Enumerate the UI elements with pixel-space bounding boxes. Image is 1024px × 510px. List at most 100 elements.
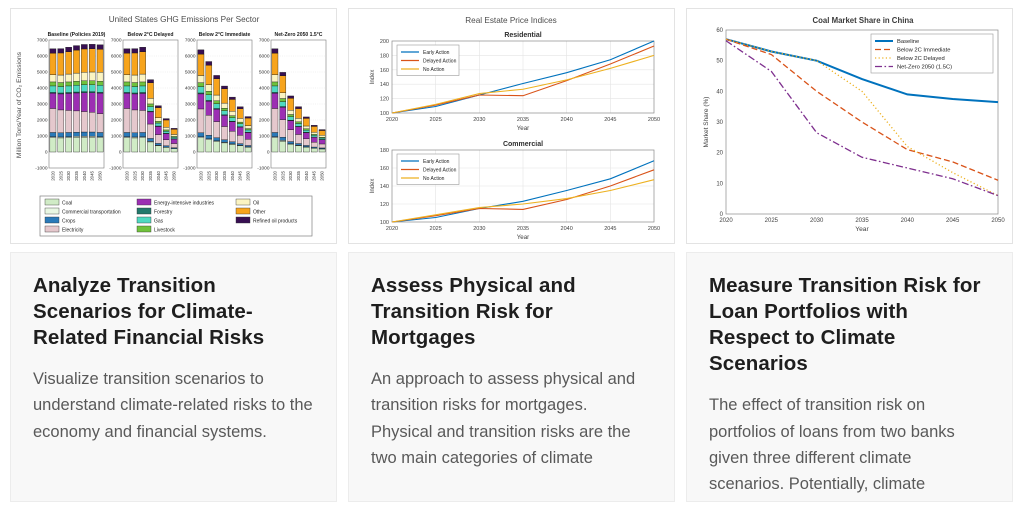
svg-text:Gas: Gas (154, 218, 164, 224)
card-description: An approach to assess physical and trans… (371, 366, 652, 472)
svg-text:Delayed Action: Delayed Action (423, 58, 457, 64)
svg-text:United States GHG Emissions Pe: United States GHG Emissions Per Sector (109, 15, 260, 24)
svg-text:160: 160 (380, 166, 389, 172)
card-text-panel: Analyze Transition Scenarios for Climate… (10, 252, 337, 502)
svg-text:6000: 6000 (111, 54, 122, 60)
svg-text:2020: 2020 (386, 226, 398, 232)
svg-text:2050: 2050 (648, 117, 660, 123)
svg-text:No Action: No Action (423, 176, 445, 182)
svg-text:2030: 2030 (214, 170, 219, 180)
svg-text:Year: Year (855, 226, 869, 233)
svg-text:200: 200 (380, 39, 389, 45)
svg-text:120: 120 (380, 97, 389, 103)
svg-text:-1000: -1000 (183, 166, 196, 172)
svg-text:5000: 5000 (111, 70, 122, 76)
card-text-panel: Assess Physical and Transition Risk for … (348, 252, 675, 502)
svg-text:2045: 2045 (604, 226, 616, 232)
svg-text:-1000: -1000 (35, 166, 48, 172)
svg-text:2035: 2035 (855, 218, 869, 224)
svg-text:2025: 2025 (132, 170, 137, 180)
svg-text:1000: 1000 (259, 134, 270, 140)
svg-text:2025: 2025 (430, 226, 442, 232)
svg-text:Refined oil products: Refined oil products (253, 218, 298, 224)
svg-text:2030: 2030 (810, 218, 824, 224)
svg-text:Energy-intensive industries: Energy-intensive industries (154, 200, 215, 206)
svg-text:160: 160 (380, 68, 389, 74)
svg-text:Net-Zero 2050 1.5°C: Net-Zero 2050 1.5°C (275, 32, 323, 38)
svg-text:Below 2°C Delayed: Below 2°C Delayed (128, 32, 174, 38)
svg-text:Coal: Coal (62, 200, 72, 206)
svg-text:2000: 2000 (185, 118, 196, 124)
svg-text:Net-Zero 2050 (1.5C): Net-Zero 2050 (1.5C) (897, 64, 952, 70)
svg-text:2035: 2035 (222, 170, 227, 180)
svg-text:Early Action: Early Action (423, 159, 450, 165)
svg-text:2020: 2020 (50, 170, 55, 180)
svg-text:2025: 2025 (430, 117, 442, 123)
card-title[interactable]: Analyze Transition Scenarios for Climate… (33, 273, 314, 351)
svg-text:1000: 1000 (185, 134, 196, 140)
svg-text:Below 2C Delayed: Below 2C Delayed (897, 56, 945, 62)
card-title[interactable]: Assess Physical and Transition Risk for … (371, 273, 652, 351)
svg-text:0: 0 (45, 150, 48, 156)
svg-text:2045: 2045 (946, 218, 960, 224)
svg-text:0: 0 (193, 150, 196, 156)
svg-text:2030: 2030 (473, 226, 485, 232)
svg-text:7000: 7000 (259, 38, 270, 44)
svg-text:7000: 7000 (37, 38, 48, 44)
svg-text:120: 120 (380, 202, 389, 208)
svg-text:2040: 2040 (561, 117, 573, 123)
svg-text:2025: 2025 (58, 170, 63, 180)
ghg-emissions-chart: United States GHG Emissions Per SectorMi… (12, 10, 335, 242)
svg-text:4000: 4000 (111, 86, 122, 92)
svg-text:Livestock: Livestock (154, 227, 175, 233)
svg-text:-1000: -1000 (257, 166, 270, 172)
svg-text:2040: 2040 (901, 218, 915, 224)
svg-text:6000: 6000 (259, 54, 270, 60)
svg-text:2040: 2040 (82, 170, 87, 180)
svg-text:Commercial transportation: Commercial transportation (62, 209, 121, 215)
svg-text:0: 0 (267, 150, 270, 156)
svg-text:7000: 7000 (111, 38, 122, 44)
svg-text:2025: 2025 (280, 170, 285, 180)
svg-text:2020: 2020 (386, 117, 398, 123)
svg-text:2020: 2020 (272, 170, 277, 180)
svg-text:50: 50 (716, 59, 723, 65)
coal-market-share-chart: Coal Market Share in China01020304050602… (688, 10, 1011, 242)
svg-text:Real Estate Price Indices: Real Estate Price Indices (465, 16, 556, 25)
svg-text:5000: 5000 (37, 70, 48, 76)
svg-text:Year: Year (517, 234, 530, 241)
svg-text:Forestry: Forestry (154, 209, 173, 215)
card-title[interactable]: Measure Transition Risk for Loan Portfol… (709, 273, 990, 377)
svg-text:2045: 2045 (164, 170, 169, 180)
svg-text:2040: 2040 (561, 226, 573, 232)
svg-text:2045: 2045 (312, 170, 317, 180)
svg-text:6000: 6000 (37, 54, 48, 60)
svg-text:2035: 2035 (296, 170, 301, 180)
svg-text:2030: 2030 (288, 170, 293, 180)
svg-text:4000: 4000 (37, 86, 48, 92)
svg-text:2045: 2045 (604, 117, 616, 123)
svg-text:Below 2°C Immediate: Below 2°C Immediate (199, 32, 251, 38)
svg-text:Year: Year (517, 125, 530, 132)
svg-text:2040: 2040 (156, 170, 161, 180)
svg-text:2035: 2035 (517, 226, 529, 232)
svg-text:6000: 6000 (185, 54, 196, 60)
svg-text:20: 20 (716, 151, 723, 157)
svg-text:Crops: Crops (62, 218, 76, 224)
svg-text:-1000: -1000 (109, 166, 122, 172)
svg-text:2030: 2030 (66, 170, 71, 180)
svg-text:4000: 4000 (185, 86, 196, 92)
svg-text:2030: 2030 (473, 117, 485, 123)
svg-text:2025: 2025 (206, 170, 211, 180)
real-estate-price-chart: Real Estate Price IndicesResidential1001… (350, 10, 673, 242)
svg-text:Oil: Oil (253, 200, 259, 206)
svg-text:2030: 2030 (140, 170, 145, 180)
svg-text:40: 40 (716, 89, 723, 95)
